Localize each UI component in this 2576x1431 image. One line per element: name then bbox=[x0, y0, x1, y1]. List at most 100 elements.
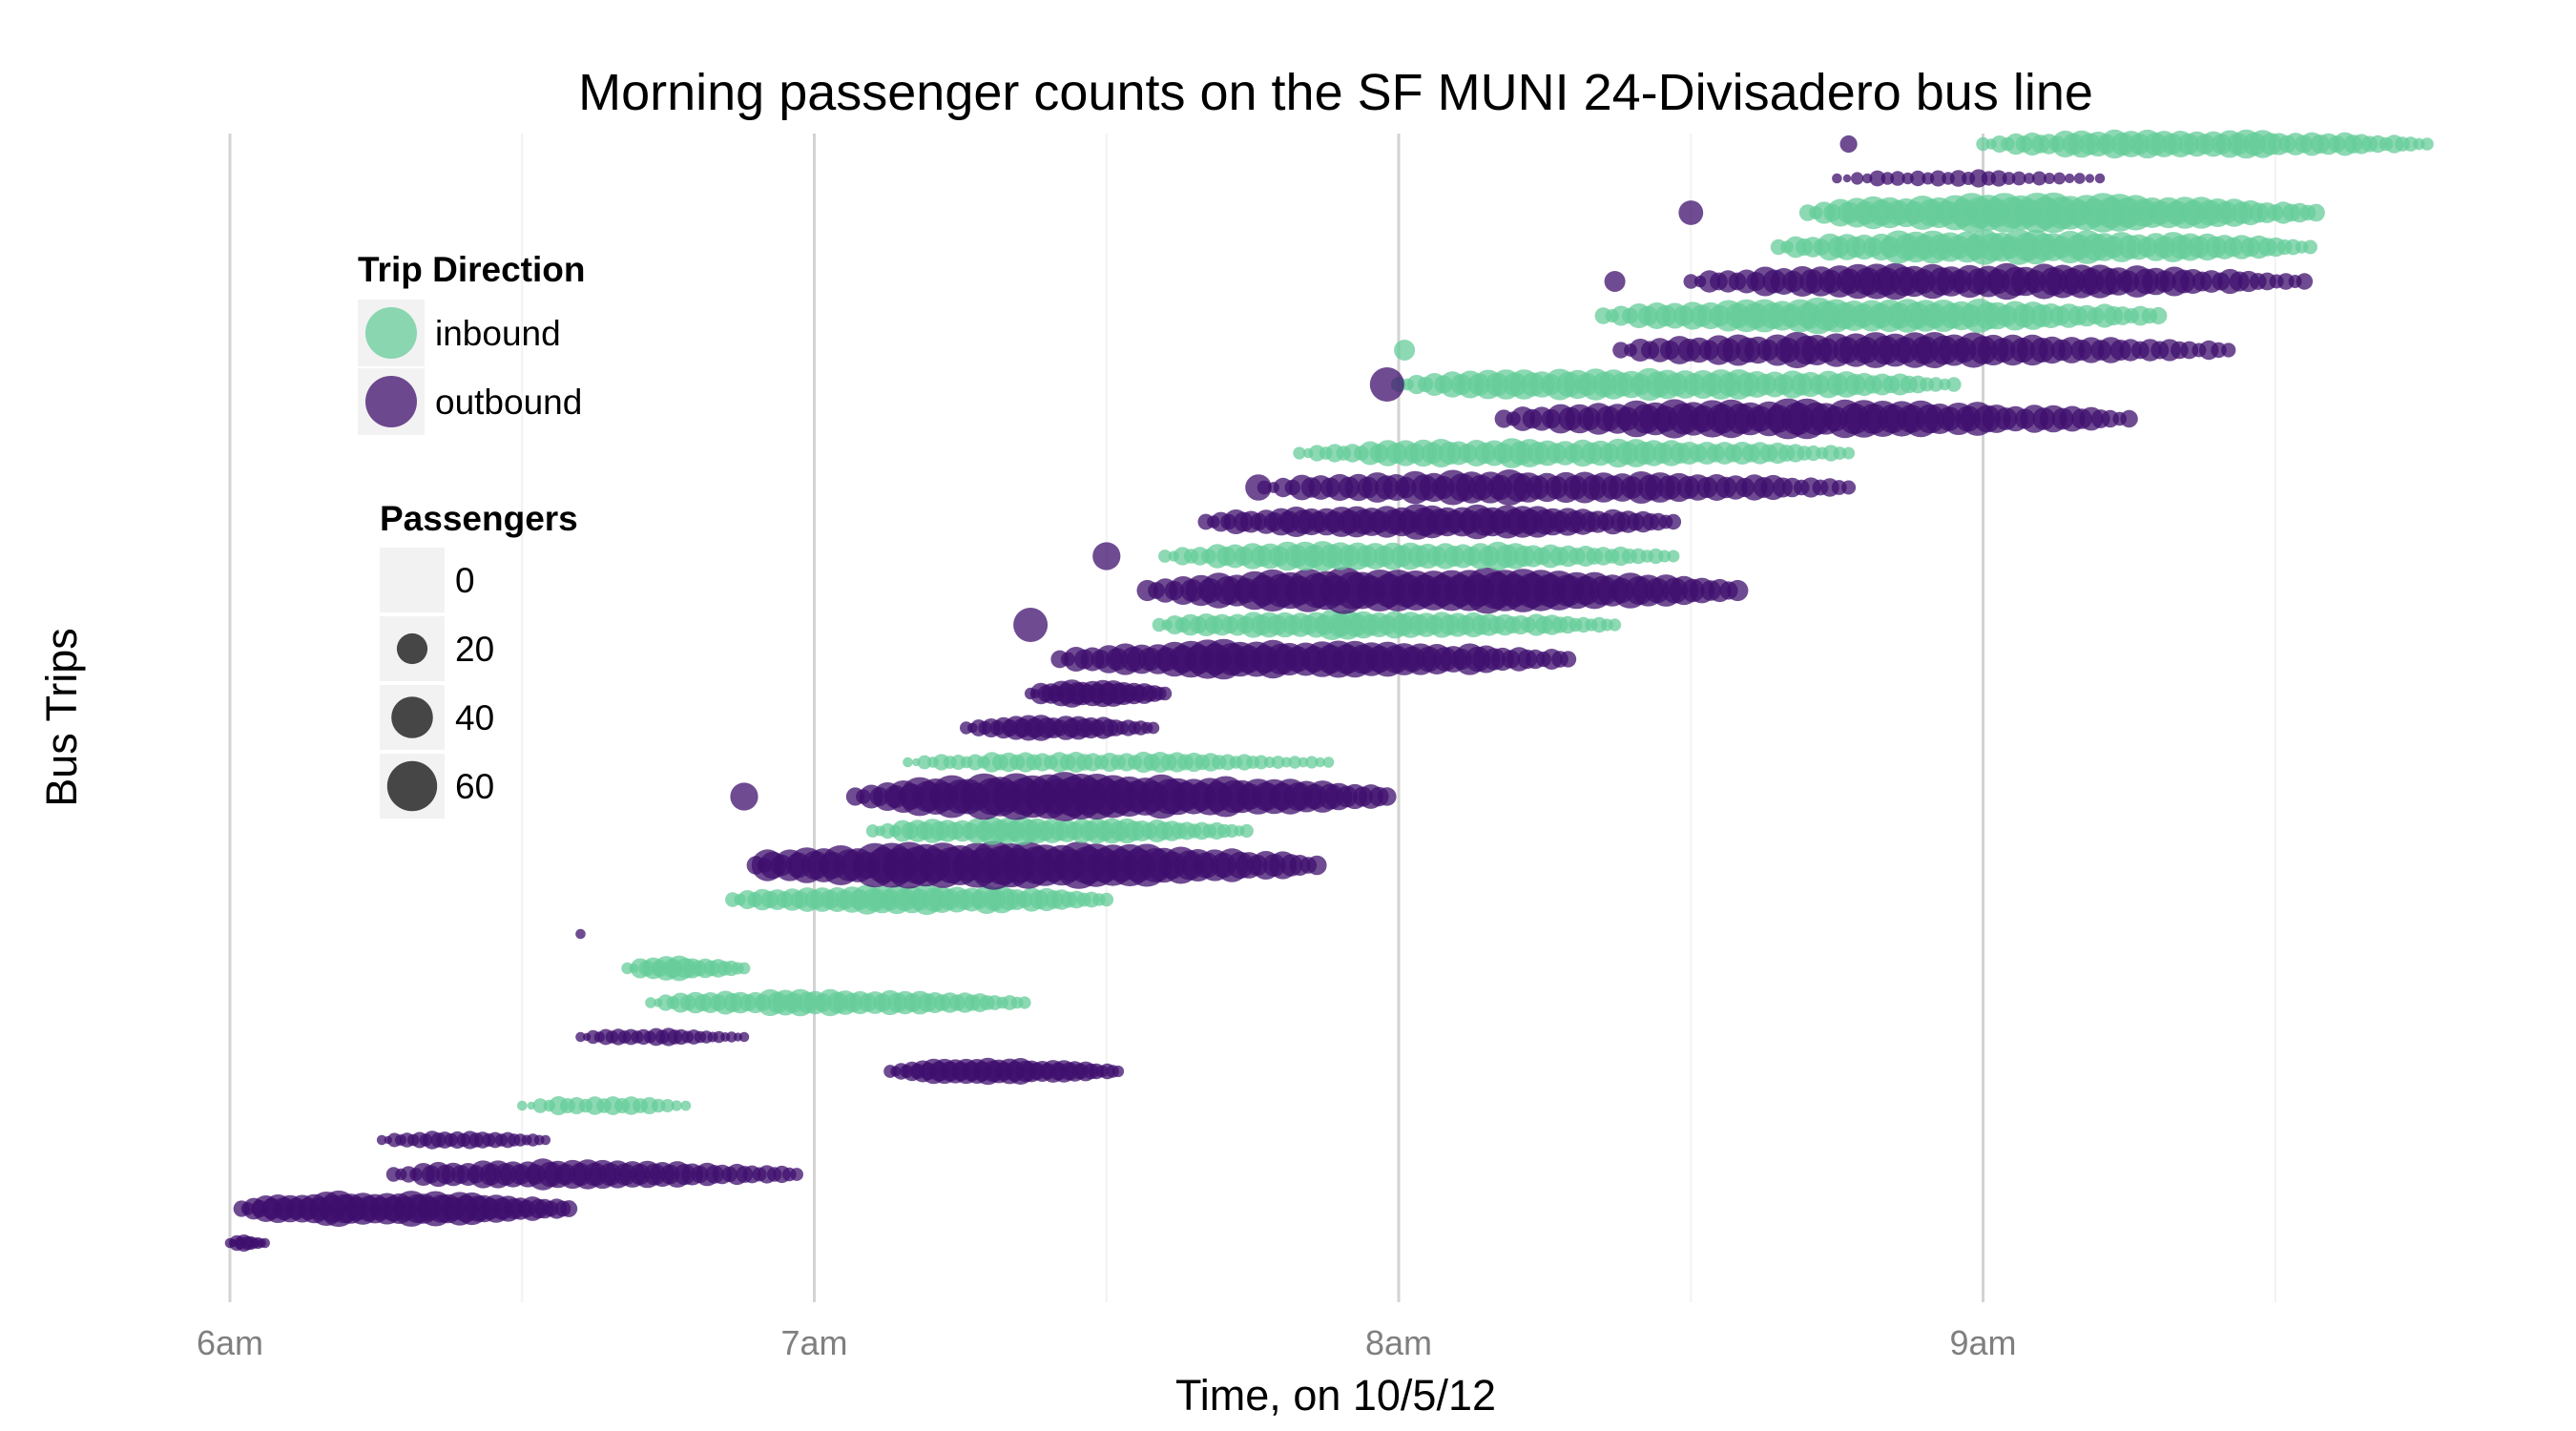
trip-19-stop-1 bbox=[1152, 617, 1167, 633]
trip-23-stop-32 bbox=[1841, 480, 1857, 495]
trip-32-stop-9 bbox=[1990, 170, 2007, 187]
trip-32-stop-12b bbox=[2065, 173, 2075, 184]
legend-direction-title: Trip Direction bbox=[358, 250, 585, 289]
trip-15-stop-24 bbox=[1288, 756, 1301, 769]
trip-6-stop-22 bbox=[1111, 1065, 1125, 1078]
trip-15-stop-2 bbox=[917, 755, 932, 770]
trip-15-stop-25b bbox=[1315, 757, 1325, 768]
isolated-point-7 bbox=[1394, 340, 1416, 361]
trip-29-stop-1 bbox=[1683, 274, 1699, 289]
trip-22-stop-32 bbox=[1665, 513, 1682, 530]
trip-8-stop-26 bbox=[1018, 996, 1031, 1009]
x-tick-label-3: 9am bbox=[1949, 1323, 2016, 1362]
trip-15-stop-24b bbox=[1298, 757, 1309, 768]
trip-15-stop-1 bbox=[903, 757, 913, 768]
trip-32-stop-3b bbox=[1880, 172, 1895, 185]
isolated-point-2 bbox=[730, 782, 758, 811]
trip-18-stop-32 bbox=[1560, 651, 1577, 668]
trip-13-stop-1 bbox=[865, 824, 880, 838]
trip-32-stop-3 bbox=[1869, 170, 1886, 187]
legend-label-outbound: outbound bbox=[435, 383, 582, 422]
trip-4-stop-1 bbox=[376, 1134, 387, 1146]
legend-swatch-inbound bbox=[365, 307, 417, 359]
trip-26-stop-31 bbox=[1928, 377, 1943, 392]
trip-21-stop-29 bbox=[1648, 548, 1664, 565]
legend-key-passengers-40: 40 bbox=[380, 685, 494, 750]
trip-32-stop-11 bbox=[2031, 171, 2046, 186]
trip-7-stop-1 bbox=[575, 1031, 586, 1043]
trip-32-stop-10 bbox=[2011, 171, 2026, 186]
legend-size-label-60: 60 bbox=[455, 767, 494, 806]
trip-5-stop-10 bbox=[680, 1100, 692, 1111]
trip-25-stop-34 bbox=[2120, 409, 2138, 428]
trip-32-stop-7 bbox=[1949, 170, 1967, 187]
trip-17-stop-14 bbox=[1157, 686, 1173, 701]
legend-size-swatch-60 bbox=[386, 760, 438, 812]
trip-33-stop-1 bbox=[1976, 136, 1990, 152]
trip-5-stop-1 bbox=[517, 1100, 528, 1111]
trip-21-stop-1 bbox=[1158, 550, 1172, 563]
trip-15-stop-26 bbox=[1322, 757, 1335, 768]
legend-label-inbound: inbound bbox=[435, 314, 561, 353]
legend-key-passengers-60: 60 bbox=[380, 754, 494, 819]
trip-27-stop-32 bbox=[2221, 342, 2236, 358]
trip-32-stop-2 bbox=[1851, 172, 1864, 185]
trip-15-stop-23 bbox=[1271, 756, 1285, 769]
x-axis-ticks: 6am 7am 8am 9am bbox=[197, 1323, 2017, 1362]
trip-32-stop-5 bbox=[1910, 170, 1926, 187]
isolated-point-10 bbox=[1839, 135, 1858, 154]
trip-19-stop-30 bbox=[1609, 618, 1622, 632]
trip-26-stop-32 bbox=[1946, 377, 1962, 392]
trip-32-stop-6 bbox=[1929, 170, 1946, 187]
x-tick-label-1: 7am bbox=[780, 1323, 847, 1362]
trip-24-stop-30 bbox=[1805, 445, 1821, 462]
trip-9-stop-10 bbox=[737, 962, 751, 975]
legend-key-inbound: inbound bbox=[358, 300, 561, 366]
trip-24-stop-1 bbox=[1293, 446, 1306, 460]
trip-14-stop-34 bbox=[1378, 787, 1397, 806]
isolated-point-9 bbox=[1678, 200, 1704, 225]
trip-27-stop-1 bbox=[1612, 342, 1630, 359]
trip-2-stop-28 bbox=[560, 1200, 578, 1217]
trip-10-stop-1 bbox=[575, 928, 586, 940]
trip-1-stop-6 bbox=[260, 1237, 271, 1249]
chart-title: Morning passenger counts on the SF MUNI … bbox=[578, 64, 2093, 121]
isolated-point-8 bbox=[1604, 271, 1626, 292]
legend-swatch-outbound bbox=[365, 376, 417, 427]
legend-size-label-0: 0 bbox=[455, 561, 475, 600]
legend-passengers-title: Passengers bbox=[380, 499, 578, 538]
trip-32-stop-9b bbox=[2002, 172, 2016, 185]
data-points bbox=[224, 129, 2434, 1252]
trip-32-stop-1b bbox=[1842, 174, 1852, 183]
isolated-point-6 bbox=[1369, 367, 1404, 402]
trip-15-stop-22 bbox=[1254, 755, 1269, 770]
legend-size-label-40: 40 bbox=[455, 698, 494, 737]
legend-key-outbound: outbound bbox=[358, 368, 582, 435]
trip-30-stop-32 bbox=[2303, 239, 2317, 255]
legend-passengers: Passengers 0 20 40 60 bbox=[380, 499, 578, 819]
legend-size-swatch-40 bbox=[391, 696, 433, 738]
x-axis-title: Time, on 10/5/12 bbox=[1175, 1371, 1496, 1420]
trip-13-stop-26 bbox=[1239, 823, 1254, 839]
x-tick-label-2: 8am bbox=[1365, 1323, 1432, 1362]
y-axis-title: Bus Trips bbox=[37, 628, 86, 807]
trip-11-stop-26 bbox=[1099, 892, 1114, 907]
trip-15-stop-25 bbox=[1305, 756, 1319, 769]
legend-direction: Trip Direction inbound outbound bbox=[358, 250, 585, 435]
isolated-point-3 bbox=[1013, 608, 1049, 642]
legend-key-passengers-0: 0 bbox=[380, 548, 475, 612]
trip-33-stop-28 bbox=[2420, 137, 2434, 151]
trip-28-stop-32 bbox=[2150, 306, 2168, 325]
trip-4-stop-14 bbox=[540, 1134, 551, 1146]
isolated-point-5 bbox=[1245, 474, 1272, 501]
trip-7-stop-14 bbox=[738, 1031, 750, 1043]
trip-24-stop-32 bbox=[1842, 446, 1856, 460]
trip-24-stop-31b bbox=[1833, 446, 1847, 460]
trip-8-stop-1 bbox=[645, 997, 656, 1008]
trip-12-stop-34 bbox=[1307, 855, 1327, 876]
trip-32-stop-11b bbox=[2044, 173, 2055, 184]
trip-31-stop-32 bbox=[2307, 203, 2325, 222]
trip-20-stop-34 bbox=[1727, 579, 1749, 602]
trip-32-stop-13 bbox=[2073, 173, 2086, 184]
